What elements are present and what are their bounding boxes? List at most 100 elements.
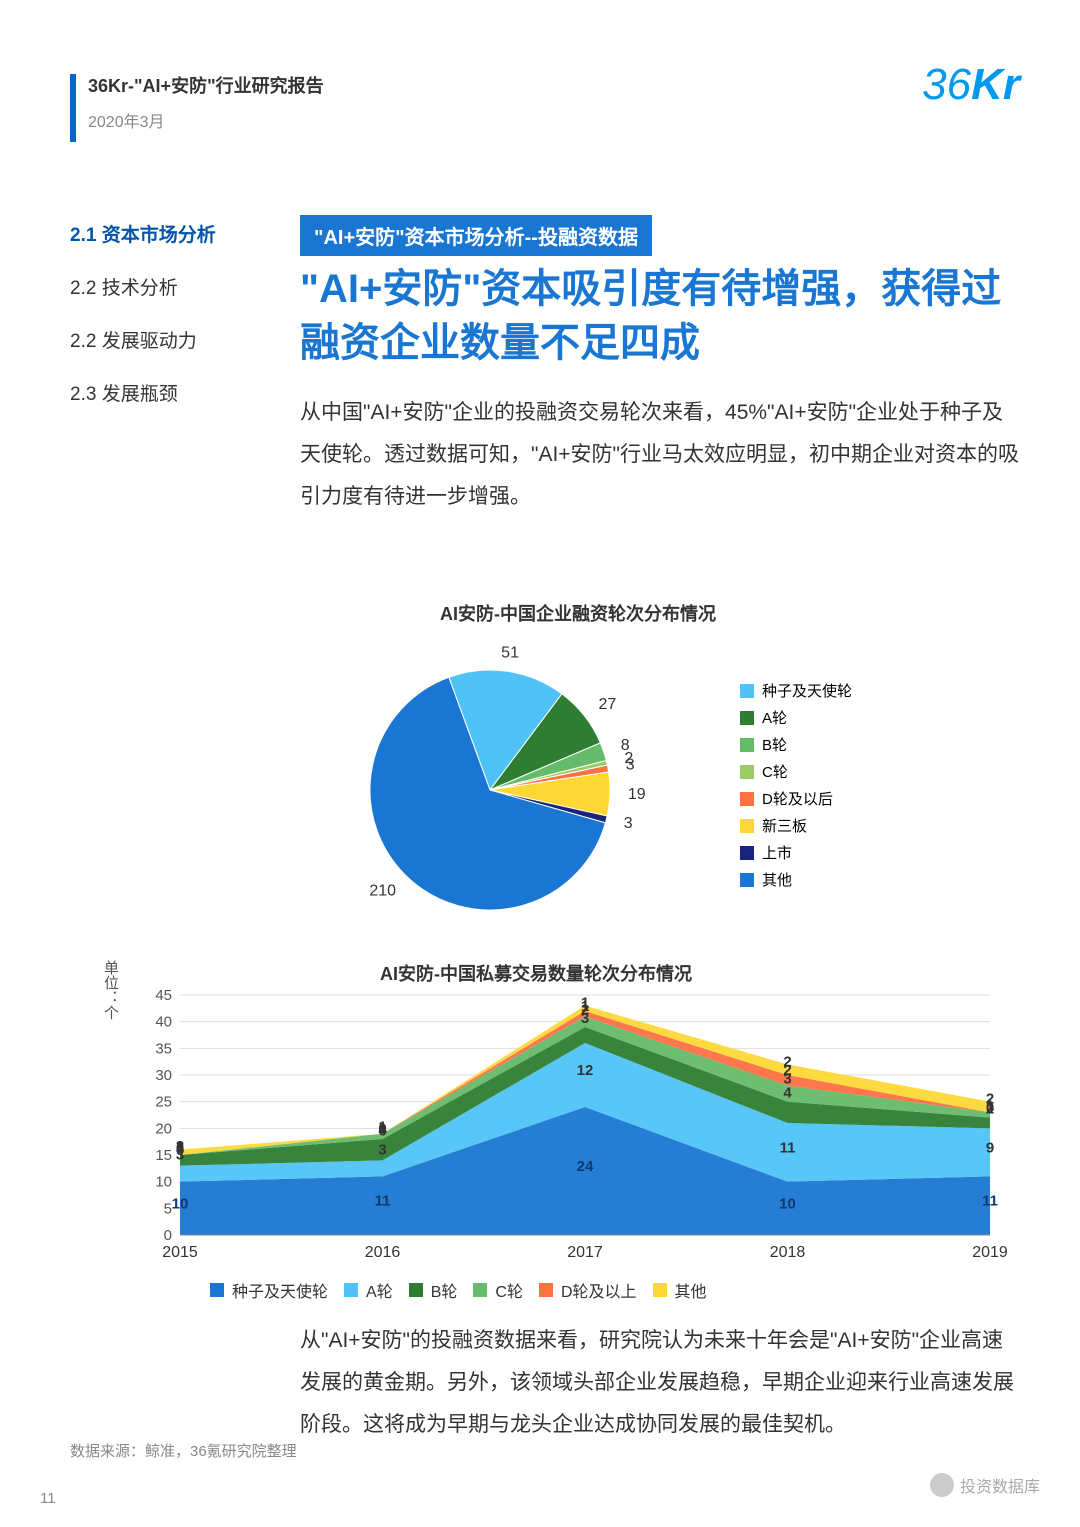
area-value-label: 10	[172, 1195, 189, 1212]
legend-label: A轮	[762, 707, 787, 728]
legend-label: D轮及以上	[561, 1278, 637, 1302]
legend-label: C轮	[495, 1278, 523, 1302]
pie-value-label: 27	[599, 696, 617, 713]
y-tick-label: 0	[164, 1227, 172, 1244]
x-tick-label: 2016	[365, 1244, 401, 1261]
legend-swatch	[409, 1283, 423, 1297]
toc-item[interactable]: 2.2 技术分析	[70, 273, 270, 300]
pie-legend-item: 其他	[740, 869, 852, 890]
y-tick-label: 35	[155, 1040, 172, 1057]
area-legend-item: B轮	[409, 1278, 458, 1302]
legend-swatch	[653, 1283, 667, 1297]
logo-36kr: 36Kr	[922, 60, 1020, 110]
legend-label: D轮及以后	[762, 788, 833, 809]
legend-label: 新三板	[762, 815, 807, 836]
x-tick-label: 2018	[770, 1244, 806, 1261]
watermark-text: 投资数据库	[960, 1473, 1040, 1497]
pie-legend-item: 种子及天使轮	[740, 680, 852, 701]
area-value-label: 24	[577, 1158, 594, 1175]
area-value-label: 2	[986, 1091, 994, 1108]
pie-legend-item: 上市	[740, 842, 852, 863]
legend-label: A轮	[366, 1278, 393, 1302]
area-value-label: 12	[577, 1062, 594, 1079]
area-value-label: 11	[780, 1139, 796, 1156]
legend-swatch	[740, 765, 754, 779]
pie-value-label: 210	[369, 882, 396, 899]
pie-legend-item: 新三板	[740, 815, 852, 836]
area-legend-item: 其他	[653, 1278, 707, 1302]
legend-label: B轮	[431, 1278, 458, 1302]
legend-swatch	[740, 819, 754, 833]
y-tick-label: 25	[155, 1094, 172, 1111]
area-chart: 0510152025303540452015201620172018201910…	[130, 985, 1010, 1275]
legend-swatch	[740, 873, 754, 887]
data-source: 数据来源：鲸准，36氪研究院整理	[70, 1440, 297, 1461]
paragraph-intro: 从中国"AI+安防"企业的投融资交易轮次来看，45%"AI+安防"企业处于种子及…	[300, 392, 1020, 518]
pie-chart: 5127823193210	[280, 620, 700, 940]
legend-label: 上市	[762, 842, 792, 863]
area-legend-item: D轮及以上	[539, 1278, 637, 1302]
pie-legend-item: B轮	[740, 734, 852, 755]
paragraph-conclusion: 从"AI+安防"的投融资数据来看，研究院认为未来十年会是"AI+安防"企业高速发…	[300, 1320, 1020, 1446]
area-value-label: 0	[378, 1123, 386, 1140]
legend-swatch	[344, 1283, 358, 1297]
table-of-contents: 2.1 资本市场分析 2.2 技术分析 2.2 发展驱动力 2.3 发展瓶颈	[70, 220, 270, 432]
legend-label: B轮	[762, 734, 787, 755]
legend-swatch	[210, 1283, 224, 1297]
area-value-label: 10	[779, 1195, 796, 1212]
y-tick-label: 10	[155, 1174, 172, 1191]
area-value-label: 3	[378, 1141, 386, 1158]
area-legend-item: 种子及天使轮	[210, 1278, 328, 1302]
pie-legend-item: D轮及以后	[740, 788, 852, 809]
legend-swatch	[740, 738, 754, 752]
pie-legend-item: C轮	[740, 761, 852, 782]
legend-swatch	[740, 684, 754, 698]
pie-value-label: 51	[501, 645, 519, 662]
legend-swatch	[473, 1283, 487, 1297]
pie-value-label: 3	[626, 757, 635, 774]
watermark-icon	[930, 1473, 954, 1497]
x-tick-label: 2015	[162, 1244, 198, 1261]
area-value-label: 1	[176, 1139, 184, 1156]
area-value-label: 1	[581, 995, 589, 1012]
pie-value-label: 19	[628, 786, 646, 803]
pie-legend-item: A轮	[740, 707, 852, 728]
area-chart-y-unit: 单位：个	[100, 960, 121, 1020]
y-tick-label: 40	[155, 1014, 172, 1031]
legend-swatch	[740, 792, 754, 806]
x-tick-label: 2017	[567, 1244, 603, 1261]
toc-item[interactable]: 2.1 资本市场分析	[70, 220, 270, 247]
legend-swatch	[740, 846, 754, 860]
legend-label: C轮	[762, 761, 788, 782]
pie-value-label: 3	[624, 815, 633, 832]
watermark: 投资数据库	[930, 1473, 1040, 1497]
page-number: 11	[40, 1490, 56, 1507]
legend-swatch	[740, 711, 754, 725]
area-value-label: 2	[783, 1053, 791, 1070]
area-value-label: 11	[982, 1193, 998, 1210]
y-tick-label: 30	[155, 1067, 172, 1084]
area-chart-title: AI安防-中国私募交易数量轮次分布情况	[380, 960, 692, 986]
x-tick-label: 2019	[972, 1244, 1008, 1261]
area-legend-item: A轮	[344, 1278, 393, 1302]
toc-item[interactable]: 2.2 发展驱动力	[70, 326, 270, 353]
legend-label: 种子及天使轮	[762, 680, 852, 701]
document-title: 36Kr-"AI+安防"行业研究报告	[88, 72, 324, 98]
legend-label: 其他	[762, 869, 792, 890]
section-headline: "AI+安防"资本吸引度有待增强，获得过融资企业数量不足四成	[300, 262, 1020, 370]
area-chart-legend: 种子及天使轮 A轮 B轮 C轮 D轮及以上 其他	[210, 1278, 707, 1302]
area-value-label: 9	[986, 1139, 994, 1156]
area-value-label: 11	[375, 1193, 391, 1210]
y-tick-label: 20	[155, 1120, 172, 1137]
legend-swatch	[539, 1283, 553, 1297]
legend-label: 其他	[675, 1278, 707, 1302]
y-tick-label: 45	[155, 987, 172, 1004]
section-banner: "AI+安防"资本市场分析--投融资数据	[300, 215, 652, 256]
y-tick-label: 15	[155, 1147, 172, 1164]
pie-chart-legend: 种子及天使轮 A轮 B轮 C轮 D轮及以后新三板上市其他	[740, 680, 852, 896]
toc-item[interactable]: 2.3 发展瓶颈	[70, 379, 270, 406]
legend-label: 种子及天使轮	[232, 1278, 328, 1302]
document-date: 2020年3月	[88, 108, 165, 132]
header-accent-bar	[70, 74, 76, 142]
area-legend-item: C轮	[473, 1278, 523, 1302]
